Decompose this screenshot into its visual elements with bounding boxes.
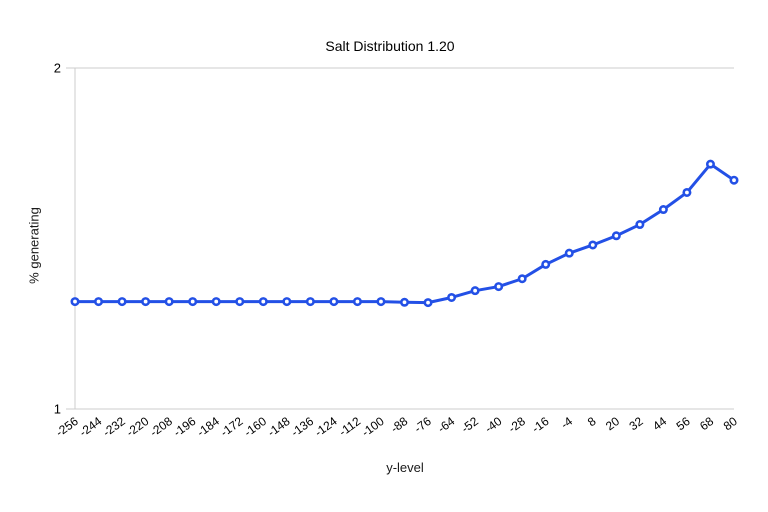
- x-tick-label: -208: [147, 414, 175, 440]
- data-point-marker: [258, 297, 268, 307]
- x-tick-label: -88: [388, 414, 411, 436]
- data-point-marker: [70, 297, 80, 307]
- x-tick-label: -220: [124, 414, 152, 440]
- data-point-marker: [705, 159, 715, 169]
- data-point-marker: [282, 297, 292, 307]
- data-point-marker: [729, 175, 739, 185]
- x-tick-label: -136: [288, 414, 316, 440]
- x-tick-label: 8: [585, 414, 599, 429]
- x-tick-label: -4: [558, 414, 575, 432]
- x-tick-label: 68: [697, 414, 716, 433]
- data-point-marker: [329, 297, 339, 307]
- data-point-marker: [399, 297, 409, 307]
- data-point-marker: [352, 297, 362, 307]
- y-axis-title: % generating: [26, 207, 42, 284]
- x-tick-label: 80: [721, 414, 740, 433]
- x-tick-label: -64: [435, 414, 458, 436]
- series-line: [73, 162, 736, 305]
- data-point-marker: [494, 282, 504, 292]
- data-point-marker: [376, 297, 386, 307]
- data-point-marker: [117, 297, 127, 307]
- x-tick-label: -160: [241, 414, 269, 440]
- x-tick-label: -16: [529, 414, 552, 436]
- x-tick-label: -148: [265, 414, 293, 440]
- x-axis-title: y-level: [386, 460, 424, 475]
- x-tick-label: -256: [53, 414, 81, 440]
- data-point-marker: [305, 297, 315, 307]
- data-point-marker: [658, 205, 668, 215]
- data-point-marker: [423, 298, 433, 308]
- data-point-marker: [235, 297, 245, 307]
- x-tick-label: -172: [218, 414, 246, 440]
- x-tick-label: -232: [100, 414, 128, 440]
- x-tick-label: -76: [412, 414, 435, 436]
- x-tick-label: 20: [603, 414, 622, 433]
- data-point-marker: [588, 240, 598, 250]
- data-point-marker: [470, 286, 480, 296]
- x-tick-label: -196: [171, 414, 199, 440]
- x-tick-label: 44: [650, 414, 669, 433]
- x-tick-label: -28: [506, 414, 529, 436]
- data-point-marker: [517, 274, 527, 284]
- x-tick-label: -184: [194, 414, 222, 440]
- y-tick-label: 2: [54, 61, 61, 76]
- x-tick-label: 32: [627, 414, 646, 433]
- data-point-marker: [611, 231, 621, 241]
- x-tick-label: -100: [359, 414, 387, 440]
- x-tick-label: -52: [459, 414, 482, 436]
- data-point-marker: [635, 220, 645, 230]
- data-point-marker: [541, 259, 551, 269]
- data-point-marker: [188, 297, 198, 307]
- chart-title: Salt Distribution 1.20: [325, 38, 455, 54]
- data-point-marker: [94, 297, 104, 307]
- x-tick-label: -40: [482, 414, 505, 436]
- data-point-marker: [682, 187, 692, 197]
- x-tick-label: -124: [312, 414, 340, 440]
- data-point-marker: [447, 292, 457, 302]
- data-point-marker: [564, 248, 574, 258]
- data-point-marker: [164, 297, 174, 307]
- y-tick-label: 1: [54, 402, 61, 417]
- x-tick-label: 56: [674, 414, 693, 433]
- x-tick-label: -244: [77, 414, 105, 440]
- x-tick-label: -112: [336, 414, 363, 439]
- data-point-marker: [211, 297, 221, 307]
- data-point-marker: [141, 297, 151, 307]
